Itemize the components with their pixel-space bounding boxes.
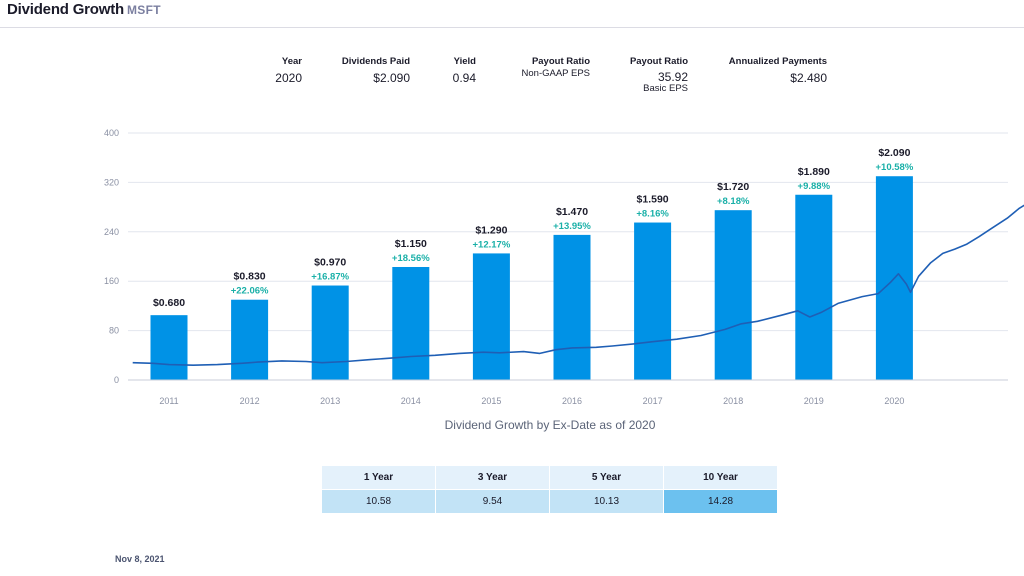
page-title: Dividend Growth MSFT: [7, 1, 161, 18]
stat-dividends-paid: Dividends Paid $2.090: [330, 56, 410, 84]
growth-table-value-row: 10.58 9.54 10.13 14.28: [321, 489, 778, 514]
bar-value-label: $1.720: [717, 181, 749, 193]
chart-caption: Dividend Growth by Ex-Date as of 2020: [444, 418, 656, 432]
x-tick-label: 2011: [159, 396, 178, 406]
bar: [392, 266, 430, 380]
bar-growth-label: +10.58%: [876, 162, 914, 173]
stat-year: Year 2020: [262, 56, 302, 84]
stat-payout-basic: Payout Ratio 35.92 Basic EPS: [615, 56, 688, 95]
stat-dividends-label: Dividends Paid: [341, 56, 410, 67]
dividend-growth-chart: 0 80 160 240 320 400 $0.680 $0.830 +22.06% $0.970…: [104, 128, 1024, 406]
bar-value-label: $1.890: [798, 166, 830, 178]
stat-payout-basic-value: 35.92: [657, 70, 688, 84]
stat-annualized-value: $2.480: [790, 71, 827, 85]
stat-annualized-payments: Annualized Payments $2.480: [715, 56, 827, 84]
stat-annualized-label: Annualized Payments: [728, 56, 827, 67]
y-tick-label: 320: [104, 177, 119, 187]
x-tick-label: 2019: [804, 396, 824, 406]
bar: [553, 234, 591, 380]
stat-dividends-value: $2.090: [373, 71, 410, 85]
ticker-symbol: MSFT: [127, 3, 161, 17]
growth-table-value-highlighted: 14.28: [663, 489, 778, 514]
x-tick-label: 2013: [320, 396, 340, 406]
bar-growth-label: +16.87%: [311, 272, 349, 283]
x-tick-label: 2020: [884, 396, 904, 406]
bar-value-label: $1.590: [637, 194, 669, 206]
growth-table-header-row: 1 Year 3 Year 5 Year 10 Year: [321, 465, 778, 490]
bar: [795, 194, 833, 380]
page-title-text: Dividend Growth: [7, 1, 125, 18]
bar-growth-label: +18.56%: [392, 253, 430, 264]
bar-growth-label: +22.06%: [231, 286, 269, 297]
stat-payout-basic-label: Payout Ratio: [629, 56, 688, 67]
price-line: [132, 204, 1024, 367]
stat-year-label: Year: [281, 56, 302, 67]
stat-year-value: 2020: [275, 71, 302, 85]
x-tick-label: 2017: [643, 396, 663, 406]
y-tick-label: 160: [104, 276, 119, 286]
x-tick-label: 2014: [401, 396, 421, 406]
bar-growth-label: +9.88%: [798, 181, 831, 192]
bar: [311, 285, 349, 380]
bar-value-label: $1.470: [556, 206, 588, 218]
page-header: Dividend Growth MSFT: [0, 0, 1024, 28]
bar: [231, 299, 269, 380]
bar-growth-label: +13.95%: [553, 221, 591, 232]
stat-yield-value: 0.94: [452, 71, 476, 85]
x-tick-label: 2015: [481, 396, 501, 406]
growth-table-value: 10.58: [321, 489, 436, 514]
y-tick-label: 0: [114, 375, 119, 385]
bar-growth-label: +8.18%: [717, 196, 750, 207]
x-tick-label: 2018: [723, 396, 743, 406]
growth-table-header: 5 Year: [549, 465, 664, 490]
bar: [714, 210, 752, 380]
x-tick-label: 2012: [240, 396, 260, 406]
growth-table-header: 10 Year: [663, 465, 778, 490]
y-tick-label: 400: [104, 128, 119, 138]
stat-yield: Yield 0.94: [440, 56, 476, 84]
stat-payout-nongaap-sub: Non-GAAP EPS: [521, 68, 590, 79]
stat-payout-nongaap-label: Payout Ratio: [531, 56, 590, 67]
bar-growth-label: +12.17%: [473, 239, 511, 250]
stat-payout-nongaap: Payout Ratio Non-GAAP EPS: [505, 56, 590, 80]
bar-value-label: $2.090: [878, 147, 910, 159]
stat-yield-label: Yield: [453, 56, 476, 67]
bar-growth-label: +8.16%: [636, 209, 669, 220]
y-tick-label: 80: [109, 326, 119, 336]
bar-value-label: $0.680: [153, 297, 185, 309]
bar-value-label: $0.830: [234, 271, 266, 283]
date-stamp: Nov 8, 2021: [115, 554, 165, 564]
growth-rate-table: 1 Year 3 Year 5 Year 10 Year 10.58 9.54 …: [321, 465, 778, 514]
bar: [472, 253, 510, 380]
bar-value-label: $0.970: [314, 257, 346, 269]
growth-table-header: 3 Year: [435, 465, 550, 490]
growth-table-value: 9.54: [435, 489, 550, 514]
bar: [634, 222, 672, 380]
x-tick-label: 2016: [562, 396, 582, 406]
y-tick-label: 240: [104, 227, 119, 237]
stat-payout-basic-sub: Basic EPS: [643, 83, 688, 94]
bar-value-label: $1.290: [475, 224, 507, 236]
bar: [150, 315, 188, 380]
growth-table-value: 10.13: [549, 489, 664, 514]
bar-value-label: $1.150: [395, 238, 427, 250]
growth-table-header: 1 Year: [321, 465, 436, 490]
